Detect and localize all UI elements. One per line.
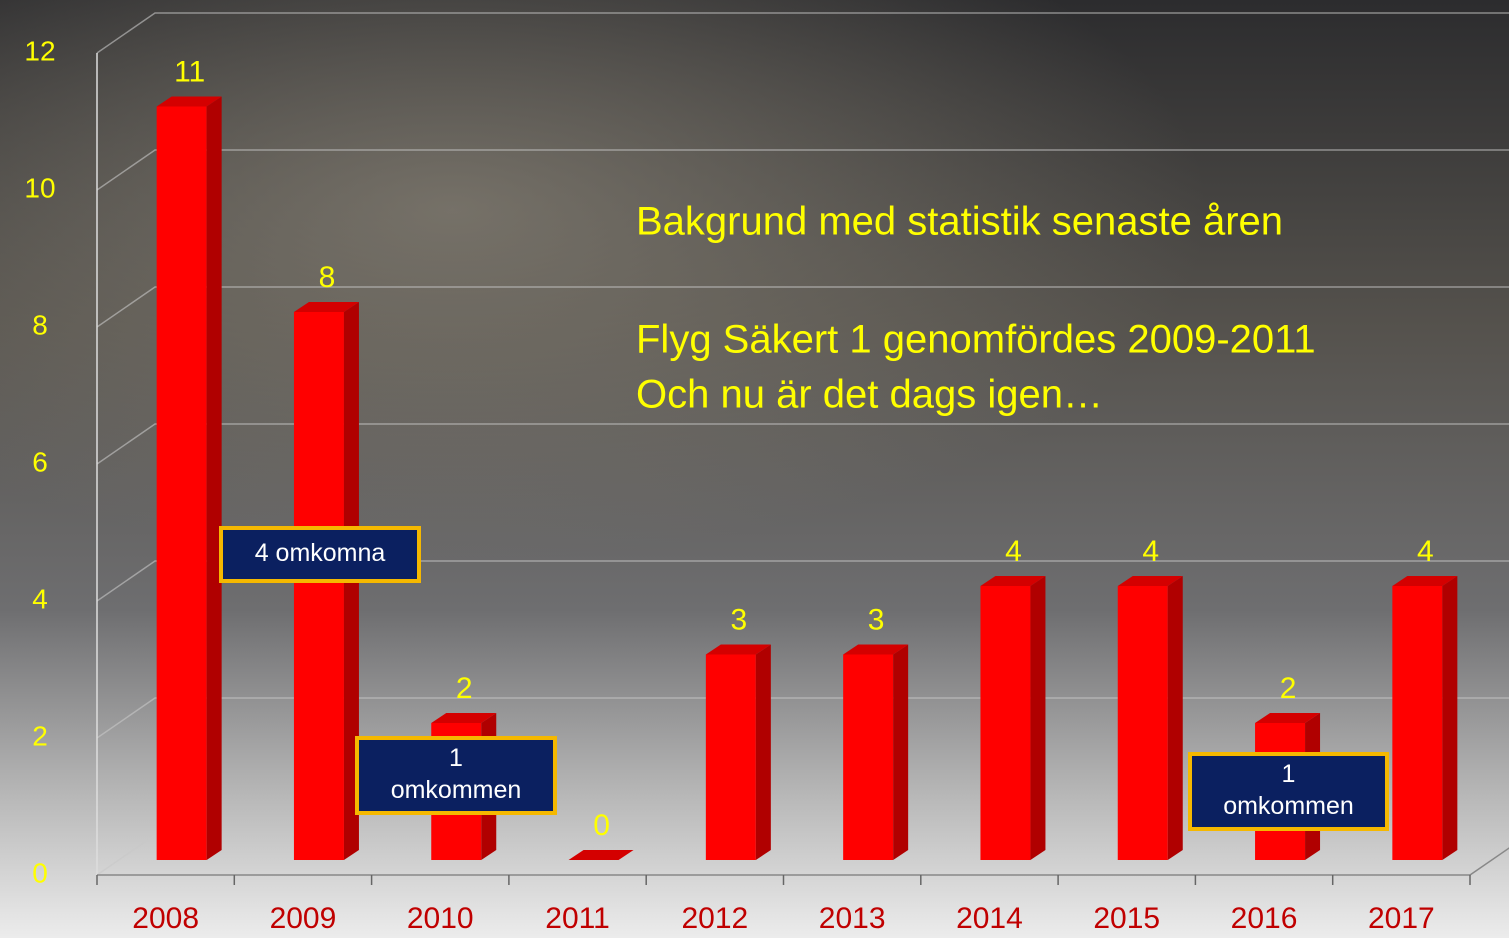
chart: 0246810122008112009820102201102012320133… (0, 0, 1509, 938)
callout-text: 1 (1282, 760, 1296, 788)
bar (706, 655, 756, 861)
bar (1392, 586, 1442, 860)
bar-side (1030, 576, 1045, 860)
y-tick-label: 12 (24, 35, 55, 66)
annotation: Bakgrund med statistik senaste åren (636, 200, 1283, 244)
bar-side (756, 645, 771, 861)
bar-side (893, 645, 908, 861)
x-tick-label: 2013 (819, 902, 886, 935)
callout-text: omkommen (1223, 792, 1354, 820)
bar-side (207, 97, 222, 861)
y-tick-label: 0 (32, 857, 48, 888)
y-tick-label: 4 (32, 583, 48, 614)
annotation: Och nu är det dags igen… (636, 373, 1103, 417)
x-tick-label: 2010 (407, 902, 474, 935)
value-label: 11 (174, 55, 205, 88)
bar (843, 655, 893, 861)
x-tick-label: 2014 (956, 902, 1023, 935)
bar (157, 107, 207, 861)
value-label: 0 (593, 809, 610, 842)
x-tick-label: 2015 (1093, 902, 1160, 935)
x-tick-label: 2009 (270, 902, 337, 935)
value-label: 4 (1417, 535, 1434, 568)
y-tick-label: 10 (24, 172, 55, 203)
value-label: 3 (731, 603, 748, 636)
x-tick-label: 2011 (545, 902, 610, 935)
y-tick-label: 2 (32, 720, 48, 751)
bar (1118, 586, 1168, 860)
x-tick-label: 2016 (1231, 902, 1298, 935)
value-label: 2 (456, 672, 473, 705)
callout-text: omkommen (391, 776, 522, 804)
x-tick-label: 2012 (681, 902, 748, 935)
value-label: 8 (319, 261, 336, 294)
value-label: 3 (868, 603, 885, 636)
value-label: 2 (1280, 672, 1297, 705)
y-tick-label: 8 (32, 309, 48, 340)
y-tick-label: 6 (32, 446, 48, 477)
value-label: 4 (1005, 535, 1022, 568)
bar-side (1442, 576, 1457, 860)
callout-text: 1 (449, 744, 463, 772)
bar (980, 586, 1030, 860)
callout-text: 4 omkomna (255, 539, 386, 567)
value-label: 4 (1142, 535, 1159, 568)
bar (294, 312, 344, 860)
x-tick-label: 2017 (1368, 902, 1435, 935)
annotation: Flyg Säkert 1 genomfördes 2009-2011 (636, 318, 1316, 362)
bar-side (1168, 576, 1183, 860)
x-tick-label: 2008 (132, 902, 199, 935)
